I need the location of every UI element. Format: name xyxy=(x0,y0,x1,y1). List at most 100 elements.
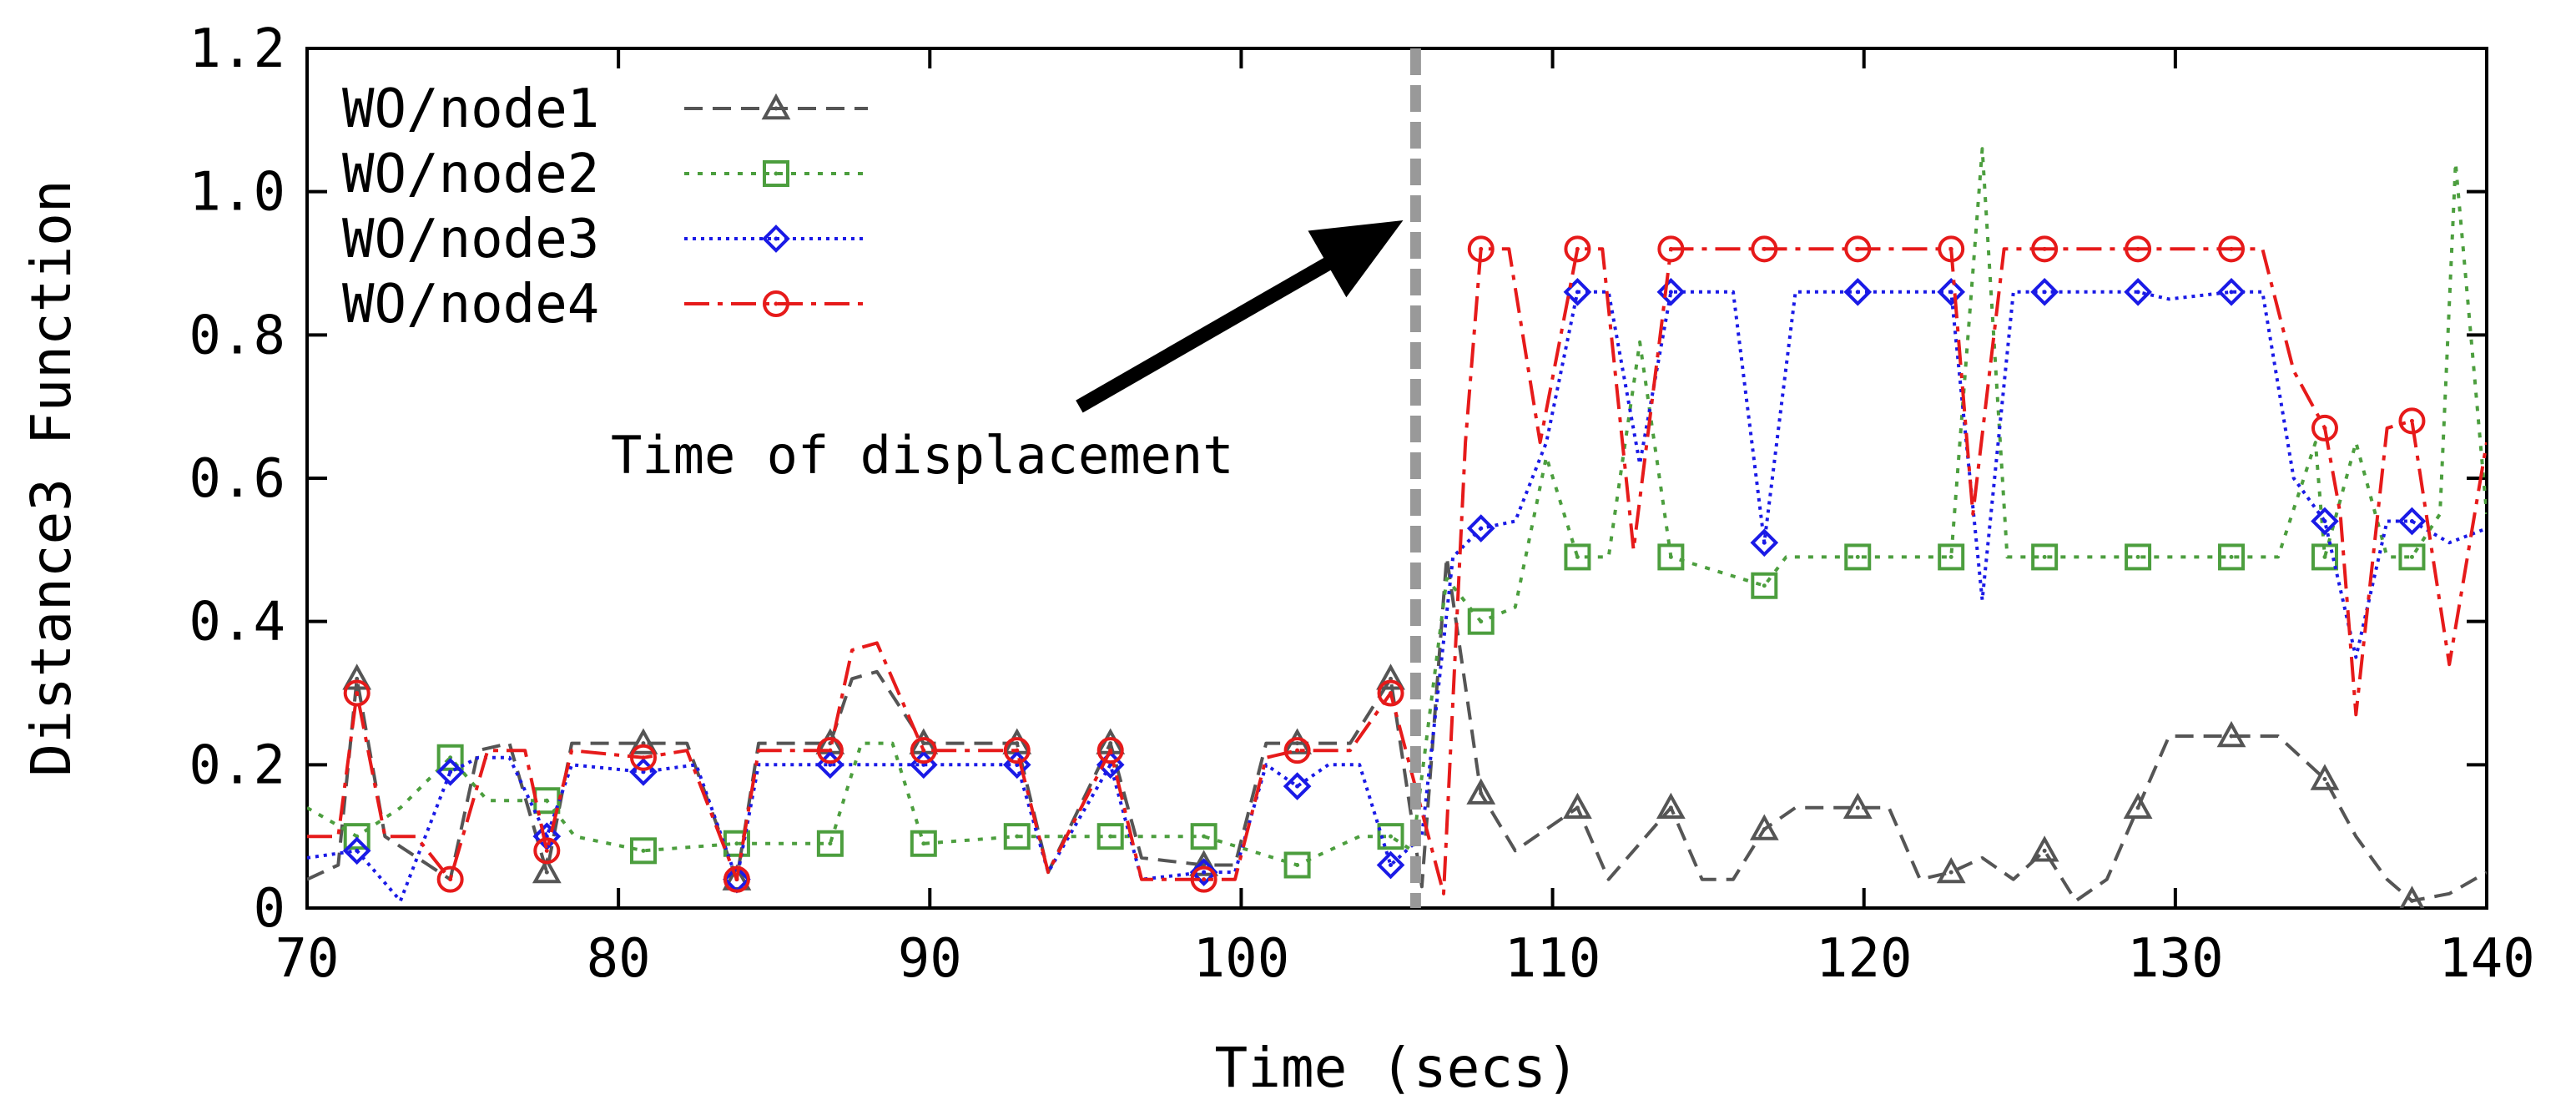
y-tick-label: 0.4 xyxy=(189,592,285,653)
data-point-wo-node3 xyxy=(1656,278,1686,306)
data-point-wo-node4-dot xyxy=(1108,748,1113,753)
data-point-wo-node4 xyxy=(2398,407,2426,435)
data-point-wo-node1 xyxy=(2123,792,2153,820)
data-point-wo-node4-dot xyxy=(1015,748,1020,753)
data-point-wo-node3 xyxy=(1563,278,1592,306)
data-point-wo-node4-dot xyxy=(448,877,453,882)
data-point-wo-node2-dot xyxy=(1575,554,1580,559)
x-tick-label: 70 xyxy=(275,928,339,990)
data-point-wo-node4-dot xyxy=(1855,246,1860,251)
data-point-wo-node1-dot xyxy=(1855,805,1860,810)
data-point-wo-node1 xyxy=(1936,856,1966,884)
data-point-wo-node3-dot xyxy=(1948,290,1953,295)
data-point-wo-node3 xyxy=(1937,278,1966,306)
data-point-wo-node1 xyxy=(2399,885,2425,908)
data-point-wo-node3-dot xyxy=(448,769,453,774)
data-point-wo-node2-dot xyxy=(448,755,453,760)
data-point-wo-node3-dot xyxy=(1855,290,1860,295)
data-point-wo-node1-dot xyxy=(2409,898,2414,903)
data-point-wo-node3-dot xyxy=(1295,784,1300,789)
annotation-arrow-head xyxy=(1308,220,1404,298)
data-point-wo-node1-dot xyxy=(1295,741,1300,746)
data-point-wo-node4 xyxy=(629,744,657,771)
data-point-wo-node3-dot xyxy=(1479,526,1484,531)
data-point-wo-node1-dot xyxy=(1015,741,1020,746)
data-point-wo-node2 xyxy=(1564,543,1591,571)
x-tick-label: 110 xyxy=(1505,928,1601,990)
data-point-wo-node2-dot xyxy=(1202,834,1207,839)
y-axis-title: Distance3 Function xyxy=(19,179,83,776)
data-point-wo-node2 xyxy=(2218,543,2246,571)
data-point-wo-node4-dot xyxy=(921,748,926,753)
data-point-wo-node3 xyxy=(2217,278,2246,306)
legend-marker-wo-node4 xyxy=(763,290,789,317)
data-point-wo-node2-dot xyxy=(355,834,360,839)
annotation-text: Time of displacement xyxy=(611,425,1234,486)
legend-label-wo-node3: WO/node3 xyxy=(342,209,599,270)
series-wo-node1 xyxy=(307,555,2487,908)
data-point-wo-node3-dot xyxy=(355,848,360,853)
data-point-wo-node2 xyxy=(1938,543,1965,571)
data-point-wo-node4 xyxy=(1938,235,1965,263)
series-line-wo-node1 xyxy=(307,555,2487,903)
data-point-wo-node2-dot xyxy=(2409,554,2414,559)
data-point-wo-node1 xyxy=(2216,720,2246,748)
data-point-wo-node3 xyxy=(2124,278,2152,306)
data-point-wo-node1 xyxy=(2310,764,2340,790)
y-tick-label: 1.2 xyxy=(189,18,285,80)
data-point-wo-node2-dot xyxy=(1295,863,1300,867)
data-point-wo-node4 xyxy=(2125,235,2152,263)
data-point-wo-node4-dot xyxy=(1575,246,1580,251)
data-point-wo-node4 xyxy=(1467,235,1495,263)
data-point-wo-node3-dot xyxy=(1762,540,1767,545)
data-point-wo-node4 xyxy=(1377,679,1404,707)
data-point-wo-node3 xyxy=(1283,772,1312,800)
data-point-wo-node1-dot xyxy=(1668,805,1673,810)
data-point-wo-node4-dot xyxy=(1202,877,1207,882)
data-point-wo-node4 xyxy=(343,679,371,707)
data-point-wo-node2 xyxy=(2311,543,2338,571)
data-point-wo-node2-dot xyxy=(544,798,549,803)
data-point-wo-node2-dot xyxy=(1015,834,1020,839)
data-point-wo-node1-dot xyxy=(1108,741,1113,746)
data-point-wo-node4 xyxy=(533,837,561,865)
data-point-wo-node1-dot xyxy=(1479,791,1484,796)
data-point-wo-node2-dot xyxy=(921,841,926,846)
data-point-wo-node4-dot xyxy=(544,848,549,853)
data-point-wo-node2 xyxy=(1657,543,1685,571)
data-point-wo-node1 xyxy=(1376,663,1405,690)
data-point-wo-node2-dot xyxy=(641,848,646,853)
data-point-wo-node1-dot xyxy=(2229,734,2234,739)
data-point-wo-node3-dot xyxy=(2042,290,2047,295)
data-point-wo-node4 xyxy=(1096,737,1124,764)
data-point-wo-node2 xyxy=(629,837,657,865)
data-point-wo-node2 xyxy=(2125,543,2152,571)
y-tick-label: 0.8 xyxy=(189,305,285,366)
data-point-wo-node2-dot xyxy=(828,841,833,846)
data-point-wo-node3 xyxy=(2311,507,2339,536)
x-tick-label: 90 xyxy=(898,928,962,990)
data-point-wo-node2 xyxy=(1377,823,1404,850)
data-point-wo-node3-dot xyxy=(2409,519,2414,523)
data-point-wo-node3-dot xyxy=(2135,290,2140,295)
y-tick-label: 0 xyxy=(253,878,285,940)
y-tick-label: 0.6 xyxy=(189,448,285,510)
data-point-wo-node3 xyxy=(1189,858,1218,886)
legend-marker-wo-node4-dot xyxy=(774,301,779,306)
data-point-wo-node4 xyxy=(816,737,844,764)
x-axis-title: Time (secs) xyxy=(1214,1036,1579,1100)
data-point-wo-node1 xyxy=(2029,835,2059,862)
data-point-wo-node4 xyxy=(723,865,750,893)
data-point-wo-node2 xyxy=(2031,543,2059,571)
data-point-wo-node3 xyxy=(2397,507,2427,536)
data-point-wo-node2-dot xyxy=(2135,554,2140,559)
data-point-wo-node2 xyxy=(910,830,937,857)
data-point-wo-node4 xyxy=(2031,235,2059,263)
data-point-wo-node2 xyxy=(1751,572,1778,599)
data-point-wo-node1-dot xyxy=(1575,805,1580,810)
data-point-wo-node1 xyxy=(342,663,372,690)
data-point-wo-node3 xyxy=(436,758,465,786)
series-wo-node2 xyxy=(307,147,2487,879)
series-line-wo-node2 xyxy=(307,147,2487,867)
